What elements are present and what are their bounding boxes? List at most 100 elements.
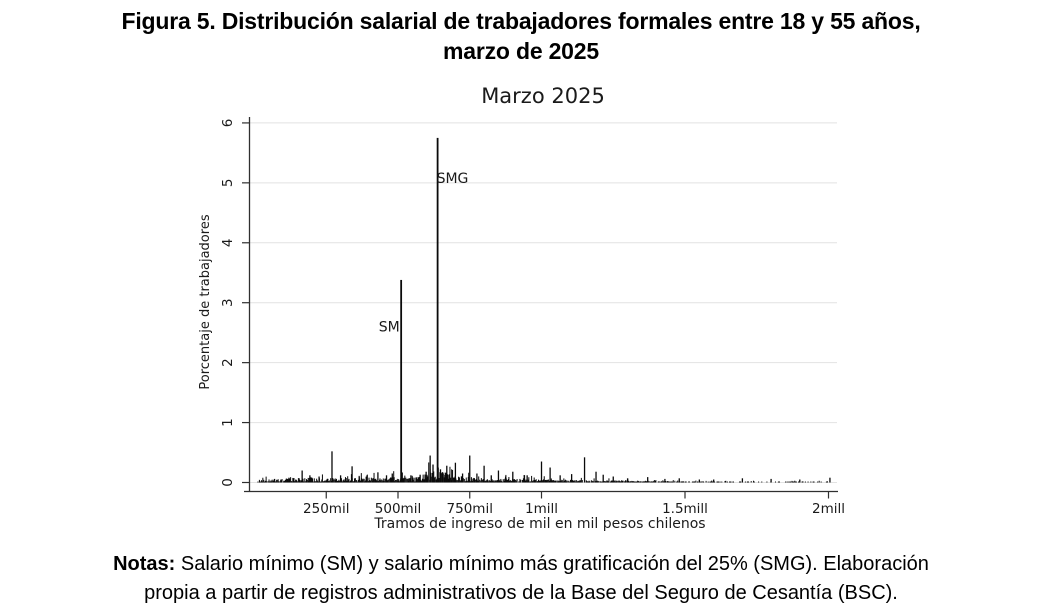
histogram-bar (761, 481, 763, 483)
histogram-bar (573, 480, 575, 483)
histogram-bar (691, 481, 693, 483)
histogram-bar (678, 478, 680, 483)
histogram-bar (739, 481, 741, 483)
histogram-bar (383, 480, 385, 483)
histogram-bar (640, 481, 642, 483)
histogram-bar (442, 473, 444, 483)
histogram-bar (642, 481, 644, 483)
histogram-bar (595, 471, 597, 483)
histogram-bar (729, 481, 731, 483)
histogram-bar (412, 477, 414, 483)
histogram-bar (403, 477, 405, 483)
histogram-bar (534, 480, 536, 483)
histogram-bar (638, 480, 640, 483)
histogram-bar (674, 480, 676, 483)
histogram-bar (297, 481, 299, 483)
histogram-bar (316, 480, 318, 483)
histogram-bar (665, 481, 667, 483)
histogram-bar (308, 481, 310, 483)
histogram-bar (631, 481, 633, 483)
histogram-bar (601, 481, 603, 483)
histogram-bar (351, 466, 353, 483)
histogram-bar (333, 478, 335, 483)
histogram-bar (415, 477, 417, 483)
histogram-bar (682, 481, 684, 483)
histogram-bar (332, 478, 334, 483)
histogram-bar (790, 481, 792, 483)
histogram-bar (451, 469, 453, 483)
histogram-bar (597, 480, 599, 483)
histogram-bar (401, 472, 403, 483)
histogram-bar (458, 476, 460, 483)
histogram-bar (446, 465, 448, 483)
histogram-bar (443, 477, 445, 483)
histogram-bar (429, 455, 431, 483)
histogram-bar (571, 480, 573, 483)
histogram-bar (619, 481, 621, 483)
histogram-bar (580, 480, 582, 483)
histogram-bar (352, 481, 354, 483)
histogram-bar (284, 481, 286, 483)
histogram-bar (426, 474, 428, 483)
histogram-bar (512, 471, 514, 483)
histogram-bar (537, 481, 539, 483)
histogram-bar (312, 481, 314, 483)
histogram-bar (335, 478, 337, 483)
annotation-label-smg: SMG (437, 171, 469, 187)
histogram-bar (306, 479, 308, 483)
histogram-bar (552, 480, 554, 483)
histogram-bar (483, 465, 485, 483)
histogram-bar (396, 478, 398, 483)
histogram-bar (342, 481, 344, 483)
histogram-bar (770, 478, 772, 483)
histogram-bar (271, 481, 273, 483)
histogram-bar (574, 480, 576, 483)
histogram-bar (484, 481, 486, 483)
histogram-bar (368, 477, 370, 483)
histogram-bar (655, 480, 657, 483)
histogram-bar (588, 480, 590, 483)
histogram-bar (826, 481, 828, 483)
x-ticks: 250mil 500mil 750mil 1mill 1.5mill 2mill (303, 491, 845, 517)
y-tick-label-3: 3 (220, 298, 236, 307)
histogram-bar (486, 480, 488, 483)
histogram-bar (471, 480, 473, 483)
histogram-bar (308, 477, 310, 483)
histogram-bar (416, 477, 418, 483)
histogram-bar (422, 474, 424, 483)
histogram-bar (721, 481, 723, 483)
histogram-bar (306, 479, 308, 483)
histogram-bar (599, 481, 601, 483)
histogram-bar (473, 478, 475, 483)
histogram-bar (516, 479, 518, 483)
histogram-bar (694, 481, 696, 483)
histogram-bar (470, 481, 472, 483)
histogram-bar (461, 476, 463, 483)
histogram-bar (635, 481, 637, 483)
histogram-bar (586, 481, 588, 483)
x-axis-label: Tramos de ingreso de mil en mil pesos ch… (373, 516, 705, 532)
histogram-bar (716, 481, 718, 483)
histogram-bar (639, 481, 641, 483)
histogram-bar (548, 480, 550, 483)
histogram-bar (343, 480, 345, 483)
histogram-bar (731, 481, 733, 483)
histogram-bar (395, 480, 397, 483)
histogram-bar (554, 480, 556, 483)
histogram-bar (343, 479, 345, 483)
histogram-bar (350, 474, 352, 483)
histogram-bar (671, 481, 673, 483)
histogram-bar (692, 481, 694, 483)
histogram-bar (380, 479, 382, 483)
histogram-bar (410, 475, 412, 483)
histogram-bar (362, 479, 364, 483)
histogram-bar (658, 481, 660, 483)
histogram-bar (280, 479, 282, 483)
gridlines (249, 122, 837, 483)
histogram-bar (272, 480, 274, 483)
histogram-bar (265, 476, 267, 483)
histogram-bar (669, 481, 671, 483)
histogram-bar (475, 479, 477, 483)
histogram-bar (261, 481, 263, 483)
histogram-bar (385, 475, 388, 483)
